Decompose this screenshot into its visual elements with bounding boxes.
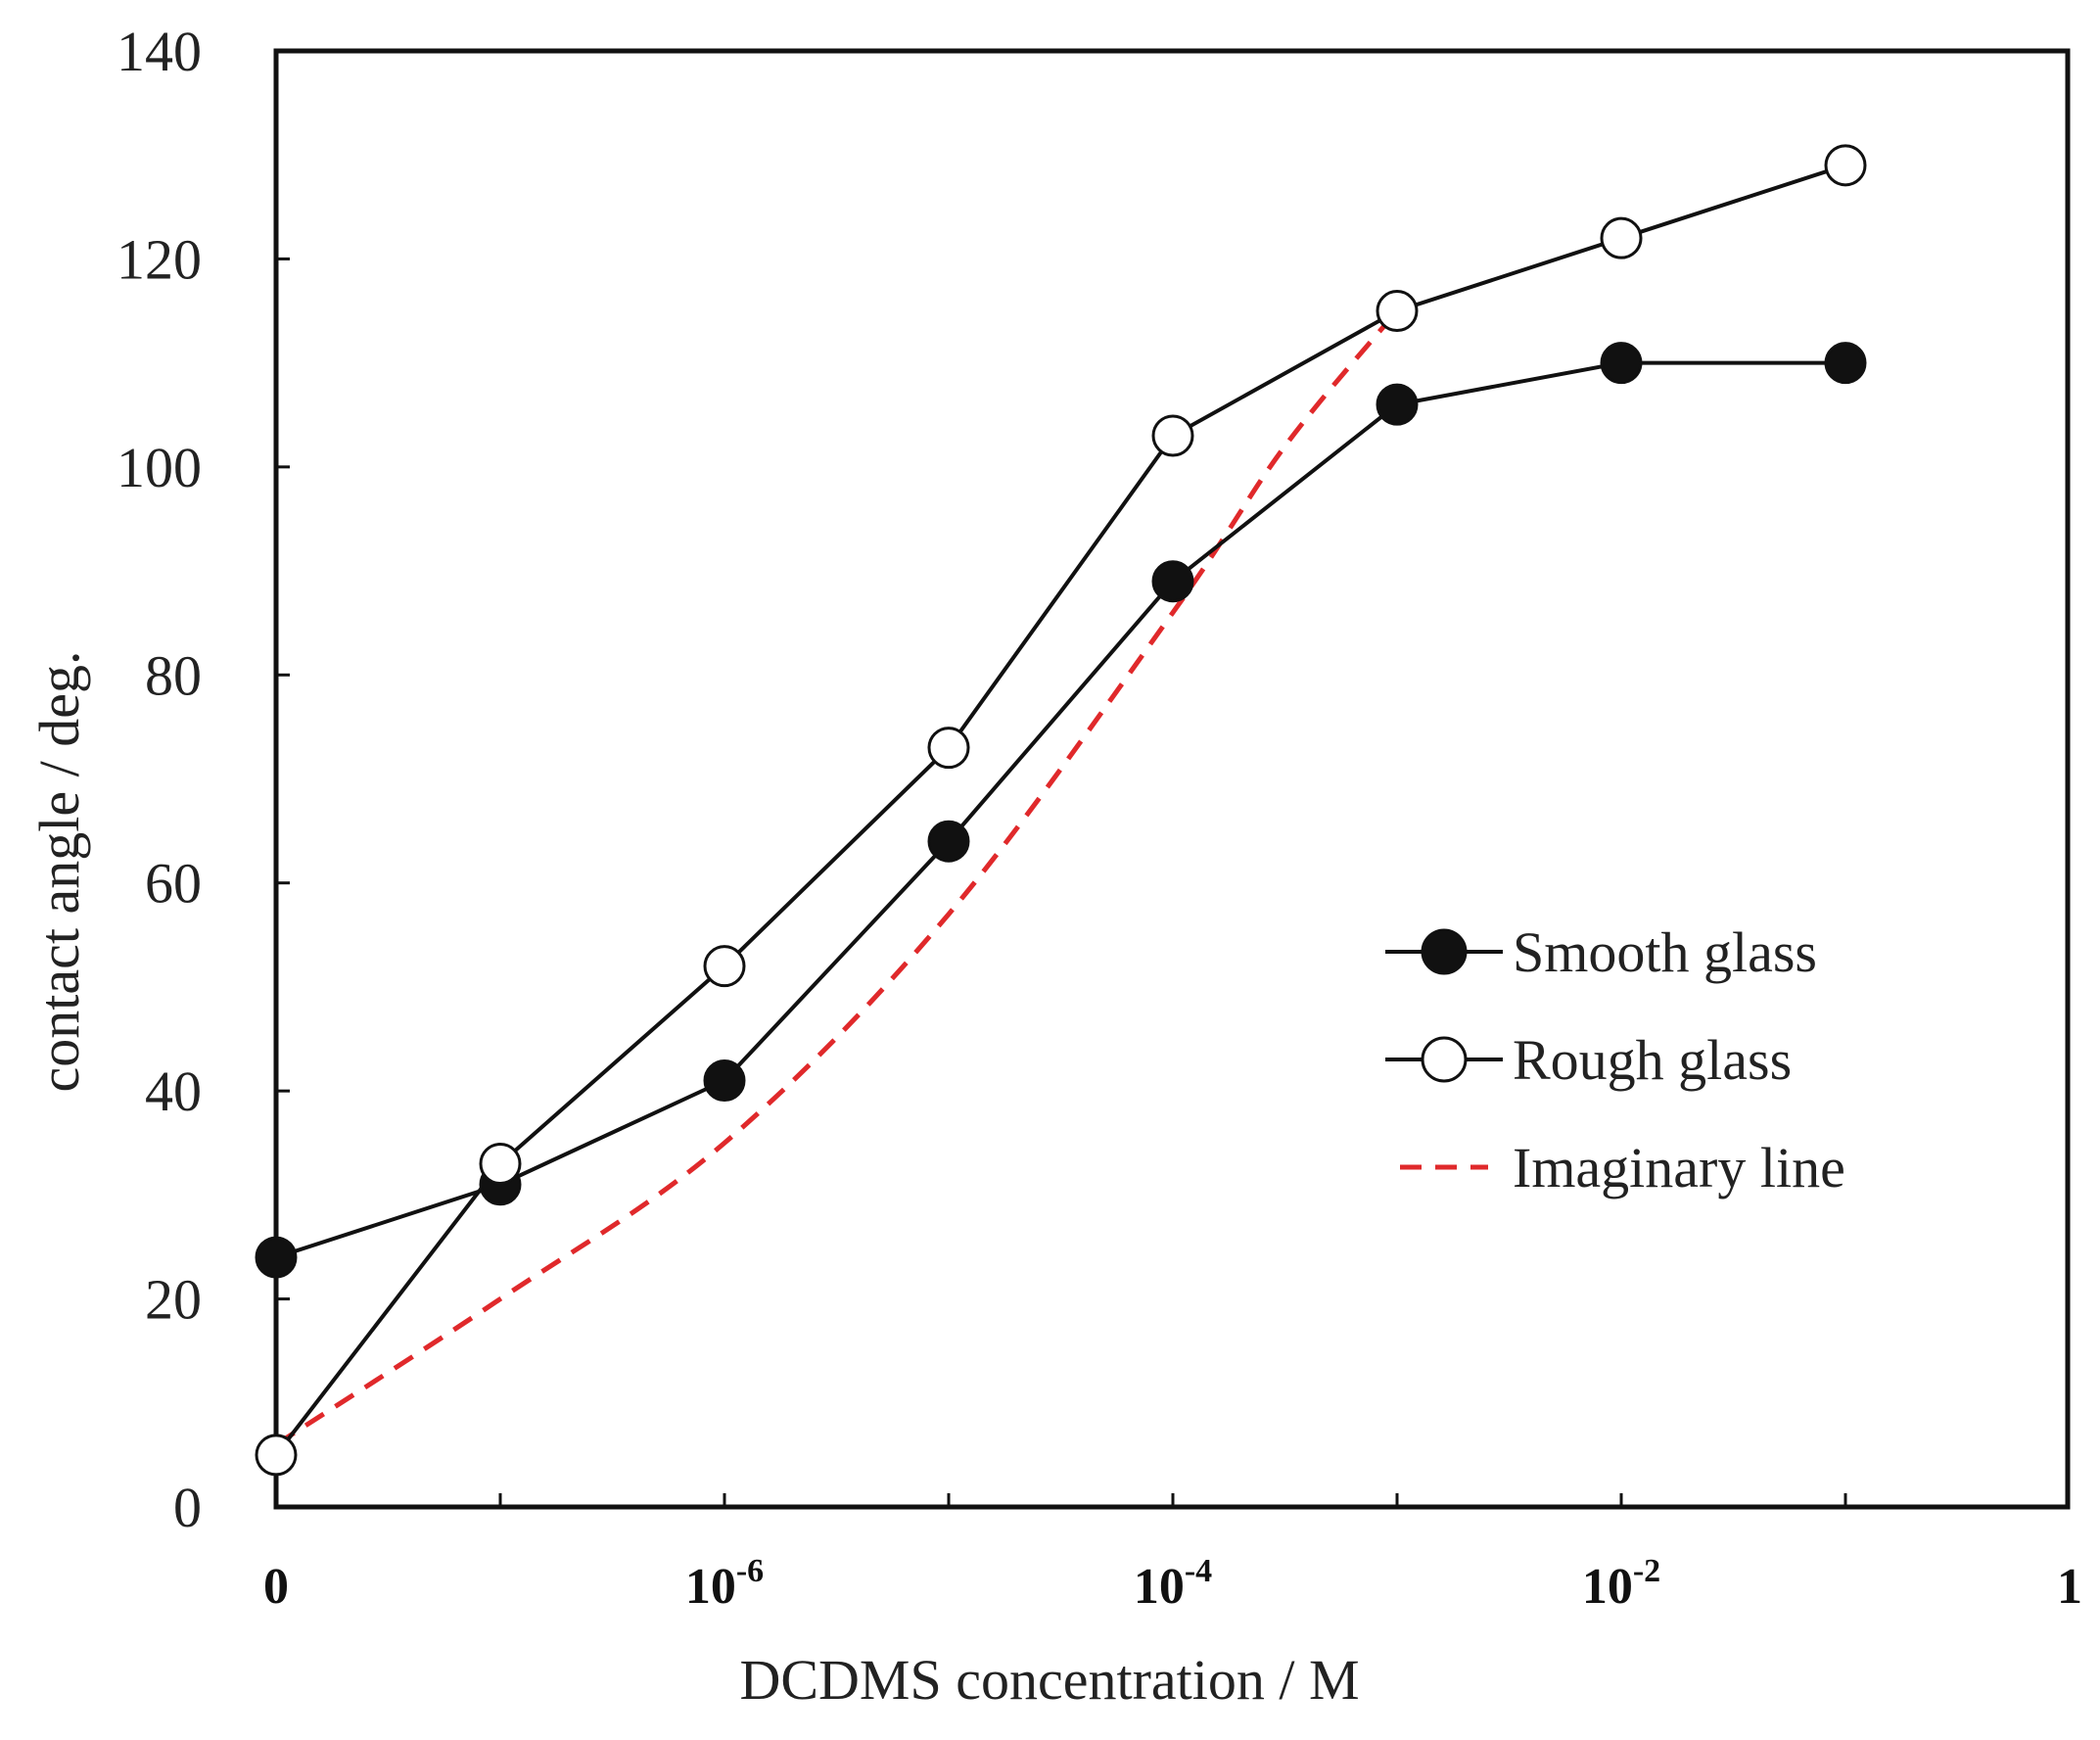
rough-glass-point [1600,216,1643,259]
x-tick-label: 10-4 [1134,1553,1212,1615]
y-tick-label: 20 [145,1268,202,1332]
y-tick-label: 80 [145,643,202,707]
series-rough-glass-line [274,163,1846,1457]
x-axis-ticks: 0 10-6 10-4 10-2 1 [263,1493,2082,1615]
smooth-glass-point [703,1059,746,1103]
y-tick-label: 140 [117,20,202,83]
x-axis-label: DCDMS concentration / M [739,1648,1359,1712]
legend-rough-marker [1421,1036,1468,1083]
smooth-glass-point [255,1236,298,1279]
legend-rough-label: Rough glass [1513,1028,1792,1092]
y-tick-label: 0 [173,1476,202,1539]
rough-glass-point [1151,414,1194,457]
x-tick-label: 0 [263,1559,289,1615]
y-tick-label: 120 [117,227,202,291]
rough-glass-point [703,945,746,988]
legend-smooth-label: Smooth glass [1513,920,1817,984]
y-axis-label: contact angle / deg. [27,651,91,1093]
rough-glass-point [1824,144,1867,187]
legend-smooth-marker [1421,928,1468,975]
series-layer [255,144,1867,1477]
rough-glass-point [927,727,970,770]
rough-glass-point [255,1434,298,1477]
legend: Smooth glass Rough glass Imaginary line [1385,920,1845,1199]
y-tick-label: 100 [117,436,202,499]
smooth-glass-point [1151,560,1194,603]
y-axis-ticks: 0 20 40 60 80 100 120 140 [117,20,290,1539]
smooth-glass-point [927,820,970,863]
smooth-glass-point [1824,342,1867,385]
rough-glass-point [1376,290,1419,333]
series-imaginary-line [274,308,1399,1447]
smooth-glass-point [1376,383,1419,426]
x-tick-label: 10-6 [685,1553,764,1615]
plot-frame [273,48,2071,1510]
y-tick-label: 40 [145,1059,202,1123]
smooth-glass-point [1600,342,1643,385]
x-tick-label: 10-2 [1582,1553,1660,1615]
legend-imaginary-label: Imaginary line [1513,1136,1845,1199]
x-tick-label: 1 [2057,1559,2082,1615]
series-smooth-glass-line [275,360,1845,1259]
y-tick-label: 60 [145,852,202,916]
rough-glass-point [479,1142,522,1185]
